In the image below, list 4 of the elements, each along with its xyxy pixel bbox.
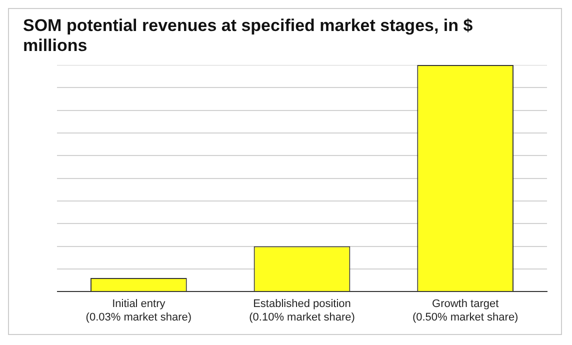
x-tick-label: Initial entry (0.03% market share) xyxy=(86,298,192,324)
chart-title: SOM potential revenues at specified market stages, in $ millions xyxy=(23,16,474,56)
x-tick-label: Growth target (0.50% market share) xyxy=(412,298,518,324)
x-tick-label: Established position (0.10% market share) xyxy=(249,298,355,324)
